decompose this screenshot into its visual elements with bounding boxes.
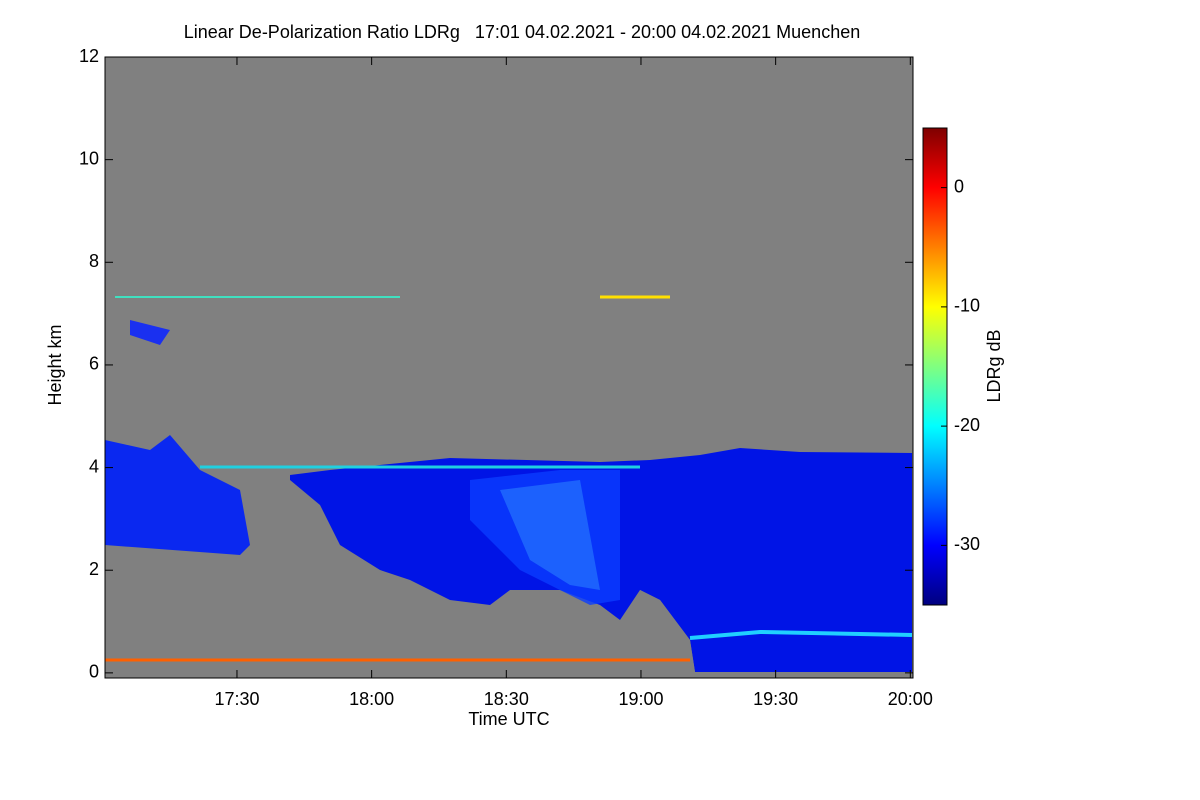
x-tick-label: 20:00: [888, 689, 933, 709]
y-tick-label: 2: [89, 559, 99, 579]
x-axis-label: Time UTC: [468, 709, 549, 729]
y-tick-label: 0: [89, 662, 99, 682]
x-tick-label: 18:30: [484, 689, 529, 709]
cloud-region: [105, 435, 250, 555]
plot-frame: [104, 56, 914, 679]
x-tick-label: 18:00: [349, 689, 394, 709]
boundary-layer: [689, 629, 913, 640]
colorbar-tick-label: -30: [954, 534, 980, 554]
y-axis-label: Height km: [45, 324, 65, 405]
colorbar: [922, 127, 948, 606]
colorbar-label: LDRg dB: [984, 329, 1004, 402]
y-tick-label: 4: [89, 456, 99, 476]
y-tick-label: 12: [79, 46, 99, 66]
y-tick-label: 10: [79, 148, 99, 168]
chart-title: Linear De-Polarization Ratio LDRg 17:01 …: [184, 22, 860, 42]
x-tick-label: 19:00: [618, 689, 663, 709]
colorbar-tick-label: -10: [954, 296, 980, 316]
colorbar-tick-label: -20: [954, 415, 980, 435]
y-tick-label: 8: [89, 251, 99, 271]
cloud-region: [500, 480, 600, 590]
y-tick-label: 6: [89, 354, 99, 374]
aerosol-patch: [130, 320, 170, 345]
gap-region: [640, 590, 695, 672]
plot-image: [104, 56, 914, 679]
x-tick-label: 17:30: [214, 689, 259, 709]
x-tick-label: 19:30: [753, 689, 798, 709]
colorbar-tick-label: 0: [954, 176, 964, 196]
